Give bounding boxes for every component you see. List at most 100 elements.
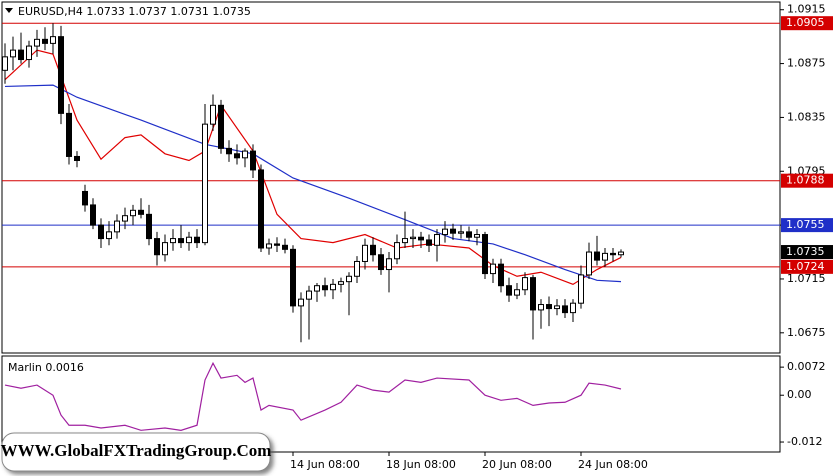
candle-body [610, 252, 616, 256]
candle-body [458, 231, 464, 234]
y-tick-label: 1.0835 [787, 110, 826, 123]
candle-body [202, 123, 208, 244]
candle-body [274, 243, 280, 246]
candle-body [418, 236, 424, 241]
candle-body [178, 238, 184, 244]
candle-body [98, 224, 104, 240]
indicator-title: Marlin 0.0016 [8, 361, 84, 374]
candle-body [410, 236, 416, 240]
candle-body [394, 242, 400, 260]
level-label-box [781, 16, 833, 31]
candle-body [370, 244, 376, 256]
level-label: 1.0724 [786, 260, 825, 273]
candle-body [10, 49, 16, 58]
candle-body [42, 38, 48, 44]
candle-body [106, 231, 112, 240]
candle-body [298, 298, 304, 307]
candle-body [362, 244, 368, 262]
level-label-box [781, 173, 833, 188]
candle-body [66, 112, 72, 157]
candle-body [130, 209, 136, 217]
candle-body [522, 277, 528, 291]
candle-body [218, 104, 224, 149]
candle-body [434, 234, 440, 246]
chart-title: EURUSD,H4 1.0733 1.0737 1.0731 1.0735 [18, 5, 251, 18]
x-tick-label: 20 Jun 08:00 [482, 458, 552, 471]
candle-body [386, 258, 392, 271]
candle-body [258, 169, 264, 249]
level-label: 1.0755 [786, 218, 825, 231]
candle-body [50, 36, 56, 44]
plot: EURUSD,H4 1.0733 1.0737 1.0731 1.0735 1.0… [2, 3, 833, 471]
candle-body [442, 228, 448, 236]
x-tick-label: 18 Jun 08:00 [386, 458, 456, 471]
x-tick-label: 14 Jun 08:00 [290, 458, 360, 471]
candle-body [530, 277, 536, 311]
bid-label: 1.0735 [786, 245, 825, 258]
candle-body [570, 302, 576, 314]
watermark [1, 432, 271, 472]
y-tick-label: 0.0072 [787, 360, 826, 373]
candle-body [554, 305, 560, 310]
candle-body [490, 263, 496, 275]
x-tick-label: 24 Jun 08:00 [578, 458, 648, 471]
candle-body [122, 215, 128, 222]
y-tick-label: 1.0715 [787, 272, 826, 285]
candle-body [74, 155, 80, 161]
candle-body [306, 290, 312, 300]
y-tick-label: 0.00 [787, 388, 812, 401]
candle-body [586, 251, 592, 276]
candle-body [402, 238, 408, 244]
candle-body [546, 304, 552, 310]
candle-body [506, 285, 512, 296]
candle-body [378, 254, 384, 271]
candle-body [618, 251, 624, 256]
candle-body [602, 252, 608, 261]
candle-body [170, 238, 176, 244]
main-pane [1, 1, 781, 354]
y-tick-label: -0.012 [787, 435, 822, 448]
candle-body [34, 38, 40, 47]
candle-body [82, 190, 88, 206]
candle-body [226, 147, 232, 155]
candle-body [146, 213, 152, 240]
candle-body [322, 285, 328, 291]
candle-body [346, 275, 352, 283]
menu-arrow [5, 8, 13, 13]
candle-body [250, 150, 256, 171]
y-tick-label: 1.0675 [787, 326, 826, 339]
candle-body [466, 231, 472, 238]
candle-body [450, 228, 456, 234]
candle-body [498, 263, 504, 287]
candle-body [426, 239, 432, 246]
candle-body [290, 248, 296, 307]
candle-body [26, 45, 32, 61]
candle-body [594, 251, 600, 261]
candle-body [282, 244, 288, 250]
watermark-text: WWW.GlobalFXTradingGroup.Com [1, 441, 272, 460]
y-tick-label: 1.0915 [787, 3, 826, 16]
level-label-box [781, 259, 833, 274]
candle-body [514, 289, 520, 296]
candle-body [482, 234, 488, 275]
candle-body [194, 236, 200, 244]
candle-body [138, 209, 144, 215]
level-label: 1.0905 [786, 16, 825, 29]
candle-body [562, 305, 568, 314]
candle-body [474, 234, 480, 238]
candle-body [18, 49, 24, 61]
candle-body [578, 274, 584, 304]
moving-average [4, 49, 622, 286]
moving-average [4, 84, 622, 283]
candle-body [234, 153, 240, 159]
candle-body [114, 220, 120, 233]
candle-body [338, 281, 344, 285]
candle-body [154, 238, 160, 256]
candle-body [90, 204, 96, 226]
candle-body [210, 104, 216, 125]
candle-body [330, 283, 336, 291]
bid-label-box [781, 245, 833, 260]
level-label-box [781, 218, 833, 233]
candle-body [2, 56, 8, 71]
